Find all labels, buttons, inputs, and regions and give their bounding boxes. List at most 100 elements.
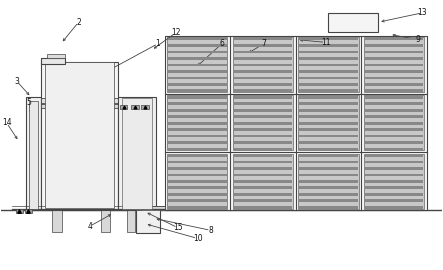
Bar [299,128,358,131]
Bar [233,89,292,92]
Bar [299,122,358,124]
Bar [233,141,292,144]
Bar [168,57,226,60]
Bar [233,193,292,196]
Bar [233,115,292,118]
Bar [299,167,358,170]
Bar [118,97,155,210]
Bar [365,70,424,73]
Bar [168,44,226,47]
Bar [233,135,292,137]
Bar [298,95,359,150]
Bar [122,98,152,209]
Bar [365,102,424,105]
Bar [41,62,118,210]
Bar [233,199,292,202]
Bar [299,206,358,209]
Bar [233,37,293,92]
Bar [365,154,424,157]
Bar [233,83,292,86]
Bar [299,76,358,79]
Bar [168,96,226,99]
Bar [233,96,292,99]
Bar [29,102,38,209]
Bar [365,38,424,40]
Bar [299,51,358,53]
Bar [233,161,292,163]
Bar [299,187,358,189]
Bar [365,96,424,99]
Text: 6: 6 [219,39,224,48]
Bar [25,209,32,213]
Bar [365,63,424,66]
Bar [299,180,358,183]
Bar [233,44,292,47]
Bar [299,102,358,105]
Bar [365,174,424,176]
Bar [299,89,358,92]
Bar [167,37,227,92]
Bar [233,76,292,79]
Bar [168,51,226,53]
Bar [299,70,358,73]
Bar [299,109,358,112]
Text: 2: 2 [76,18,81,27]
Bar [365,76,424,79]
Text: 4: 4 [87,222,92,231]
Bar [299,63,358,66]
Bar [16,209,23,213]
Bar [168,193,226,196]
Bar [365,161,424,163]
Bar [167,95,227,150]
Bar [167,154,227,209]
Bar [41,98,155,103]
Bar [233,154,293,209]
Bar [168,38,226,40]
Bar [299,148,358,150]
Bar [141,105,149,109]
Bar [233,167,292,170]
Text: 9: 9 [416,35,420,44]
Bar [365,148,424,150]
Bar [168,115,226,118]
Bar [299,96,358,99]
Bar [233,180,292,183]
Bar [168,70,226,73]
Bar [365,193,424,196]
Bar [365,135,424,137]
Bar [41,58,65,64]
Bar [168,83,226,86]
Bar [365,44,424,47]
Bar [168,128,226,131]
Bar [365,83,424,86]
Bar [136,209,160,233]
Bar [365,206,424,209]
Bar [299,135,358,137]
Bar [233,109,292,112]
Bar [299,154,358,157]
Text: 12: 12 [171,28,180,38]
Bar [168,199,226,202]
Bar [365,128,424,131]
Bar [26,97,41,210]
Bar [233,102,292,105]
Bar [365,51,424,53]
Bar [168,63,226,66]
Bar [365,115,424,118]
Bar [233,63,292,66]
Bar [299,83,358,86]
Bar [168,148,226,150]
Text: 7: 7 [261,39,266,48]
Bar [168,141,226,144]
Text: 10: 10 [193,234,202,243]
Bar [164,36,427,210]
Bar [364,37,424,92]
Bar [136,207,164,210]
Bar [233,122,292,124]
Bar [233,148,292,150]
Bar [168,180,226,183]
Bar [233,70,292,73]
Bar [168,76,226,79]
Bar [364,154,424,209]
Bar [299,141,358,144]
